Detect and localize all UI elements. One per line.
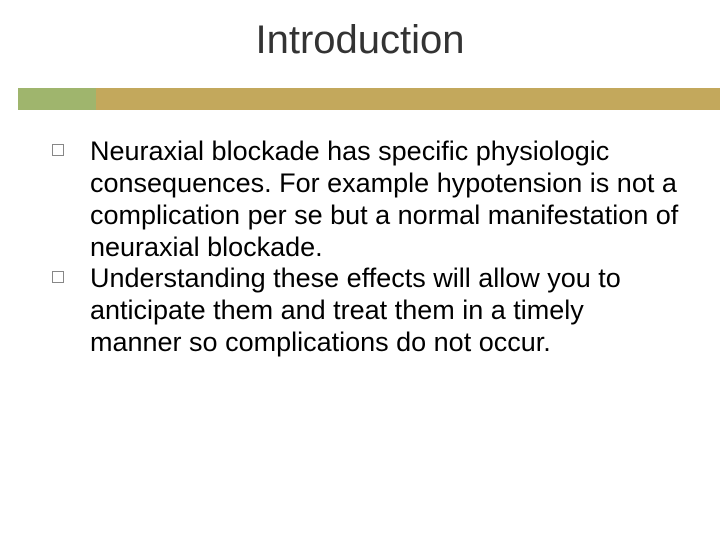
divider-main xyxy=(96,88,720,110)
bullet-marker-icon xyxy=(52,271,64,283)
list-item: Neuraxial blockade has specific physiolo… xyxy=(46,136,680,263)
list-item: Understanding these effects will allow y… xyxy=(46,263,680,359)
divider-bar xyxy=(0,88,720,110)
bullet-marker-icon xyxy=(52,144,64,156)
slide-body: Neuraxial blockade has specific physiolo… xyxy=(46,136,680,359)
slide-title: Introduction xyxy=(0,18,720,63)
bullet-text: Neuraxial blockade has specific physiolo… xyxy=(90,136,678,262)
slide: Introduction Neuraxial blockade has spec… xyxy=(0,0,720,540)
bullet-list: Neuraxial blockade has specific physiolo… xyxy=(46,136,680,359)
divider-accent xyxy=(18,88,96,110)
bullet-text: Understanding these effects will allow y… xyxy=(90,263,621,357)
